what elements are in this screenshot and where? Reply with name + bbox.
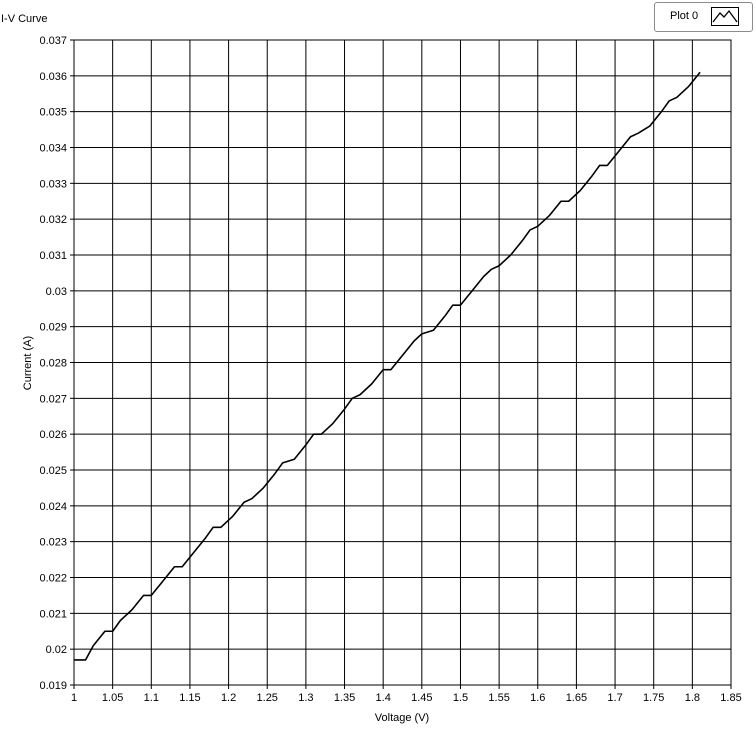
x-tick-label: 1.25: [257, 692, 278, 704]
y-tick-label: 0.02: [46, 644, 67, 656]
x-tick-label: 1.5: [453, 692, 468, 704]
grid-lines: [70, 39, 732, 689]
y-tick-label: 0.035: [39, 107, 67, 119]
x-tick-label: 1.15: [179, 692, 200, 704]
x-tick-label: 1.85: [720, 692, 741, 704]
chart-title: I-V Curve: [1, 13, 48, 25]
x-tick-label: 1.2: [221, 692, 236, 704]
y-tick-label: 0.03: [46, 286, 67, 298]
x-tick-label: 1.65: [566, 692, 587, 704]
x-tick-labels: 1 1.05 1.1 1.15 1.2 1.25 1.3 1.35 1.4 1.45 1.5 1.55…: [71, 692, 742, 704]
plot-frame: [73, 39, 732, 686]
series-layer: [74, 71, 701, 661]
x-tick-label: 1.8: [685, 692, 700, 704]
y-tick-label: 0.023: [39, 537, 67, 549]
y-tick-label: 0.033: [39, 178, 67, 190]
line-style-icon[interactable]: [711, 7, 739, 26]
y-tick-label: 0.025: [39, 465, 67, 477]
x-tick-label: 1.6: [530, 692, 545, 704]
y-tick-label: 0.032: [39, 214, 67, 226]
x-axis-label: Voltage (V): [375, 712, 429, 724]
y-tick-label: 0.036: [39, 71, 67, 83]
x-tick-label: 1.4: [376, 692, 391, 704]
x-tick-label: 1: [71, 692, 77, 704]
x-tick-label: 1.55: [488, 692, 509, 704]
x-tick-label: 1.35: [334, 692, 355, 704]
series-line-0: [74, 71, 701, 661]
x-tick-label: 1.75: [643, 692, 664, 704]
y-tick-labels: 0.019 0.02 0.021 0.022 0.023 0.024 0.025 0.026 0…: [39, 35, 67, 692]
y-tick-label: 0.027: [39, 393, 67, 405]
y-axis-label: Current (A): [22, 336, 34, 390]
x-tick-label: 1.7: [607, 692, 622, 704]
y-tick-label: 0.031: [39, 250, 67, 262]
x-tick-label: 1.3: [298, 692, 313, 704]
y-tick-label: 0.037: [39, 35, 67, 47]
legend-label: Plot 0: [670, 10, 699, 22]
x-tick-label: 1.05: [102, 692, 123, 704]
y-tick-label: 0.026: [39, 429, 67, 441]
y-tick-label: 0.022: [39, 573, 67, 585]
y-tick-label: 0.019: [39, 680, 67, 692]
x-tick-label: 1.1: [144, 692, 159, 704]
x-tick-label: 1.45: [411, 692, 432, 704]
y-tick-label: 0.029: [39, 322, 67, 334]
y-tick-label: 0.021: [39, 608, 67, 620]
y-tick-label: 0.028: [39, 358, 67, 370]
y-tick-label: 0.034: [39, 143, 67, 155]
y-tick-label: 0.024: [39, 501, 67, 513]
plot-legend[interactable]: Plot 0: [654, 2, 753, 32]
